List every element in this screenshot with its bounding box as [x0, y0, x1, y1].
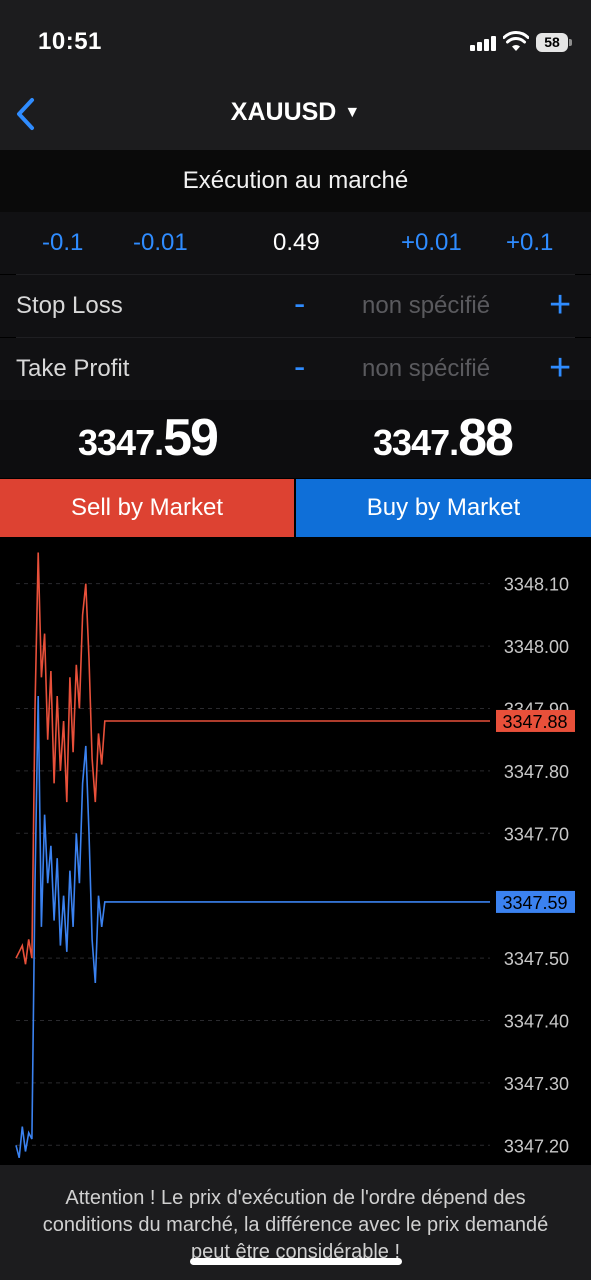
ask-price-line [15, 552, 490, 965]
stop-loss-plus-button[interactable]: + [549, 284, 572, 326]
execution-type-selector[interactable]: Exécution au marché [0, 150, 591, 212]
execution-warning-text: Attention ! Le prix d'exécution de l'ord… [42, 1187, 549, 1263]
y-tick-label: 3347.50 [504, 949, 569, 969]
volume-minus-0.01-button[interactable]: -0.01 [133, 229, 188, 256]
bid-price: 3347.59 [78, 408, 219, 468]
battery-icon: 58 [536, 33, 572, 52]
wifi-icon [503, 31, 529, 51]
stop-loss-minus-button[interactable]: - [294, 285, 306, 323]
symbol-selector[interactable]: XAUUSD ▼ [0, 98, 591, 127]
y-tick-label: 3348.10 [504, 575, 569, 595]
bid-price-tag: 3347.59 [502, 893, 567, 913]
volume-plus-0.1-button[interactable]: +0.1 [506, 229, 554, 256]
y-tick-label: 3347.20 [504, 1136, 569, 1156]
home-indicator[interactable] [190, 1258, 402, 1265]
take-profit-row: Take Profit - non spécifié + [0, 338, 591, 400]
stop-loss-row: Stop Loss - non spécifié + [0, 275, 591, 337]
y-tick-label: 3347.70 [504, 824, 569, 844]
ask-price-tag-box [496, 709, 575, 732]
stop-loss-label: Stop Loss [16, 292, 123, 319]
take-profit-input[interactable]: non spécifié [362, 355, 491, 382]
y-tick-label: 3348.00 [504, 637, 569, 657]
volume-minus-0.1-button[interactable]: -0.1 [42, 229, 84, 256]
symbol-name: XAUUSD [230, 98, 337, 126]
take-profit-label: Take Profit [16, 355, 130, 382]
bid-price-tag-box [496, 890, 575, 913]
y-tick-label: 3347.30 [504, 1074, 569, 1094]
divider [16, 274, 575, 275]
nav-bar: XAUUSD ▼ [0, 82, 591, 150]
bid-price-line [15, 695, 490, 1158]
stop-loss-input[interactable]: non spécifié [362, 292, 491, 319]
take-profit-plus-button[interactable]: + [549, 347, 572, 389]
take-profit-minus-button[interactable]: - [294, 348, 306, 386]
ask-price: 3347.88 [373, 408, 514, 468]
status-time: 10:51 [38, 28, 102, 55]
volume-plus-0.01-button[interactable]: +0.01 [401, 229, 462, 256]
ask-price-tag: 3347.88 [502, 712, 567, 732]
ask-price-main: 3347. [373, 422, 459, 463]
divider [16, 337, 575, 338]
volume-value-input[interactable]: 0.49 [273, 229, 320, 256]
tick-chart[interactable]: 3348.103348.003347.903347.803347.703347.… [0, 540, 591, 1164]
status-bar: 10:51 58 [0, 0, 591, 82]
y-tick-label: 3347.80 [504, 762, 569, 782]
quote-panel: 3347.59 3347.88 [0, 400, 591, 478]
y-tick-label: 3347.40 [504, 1011, 569, 1031]
dropdown-triangle-icon: ▼ [344, 104, 361, 121]
bid-price-pips: 59 [163, 409, 219, 467]
ask-price-pips: 88 [458, 409, 514, 467]
volume-stepper: -0.1 -0.01 0.49 +0.01 +0.1 [0, 212, 591, 274]
cellular-signal-icon [470, 35, 496, 51]
sell-by-market-button[interactable]: Sell by Market [0, 479, 294, 537]
back-chevron-icon[interactable] [12, 96, 42, 132]
buy-by-market-button[interactable]: Buy by Market [296, 479, 591, 537]
bid-price-main: 3347. [78, 422, 164, 463]
